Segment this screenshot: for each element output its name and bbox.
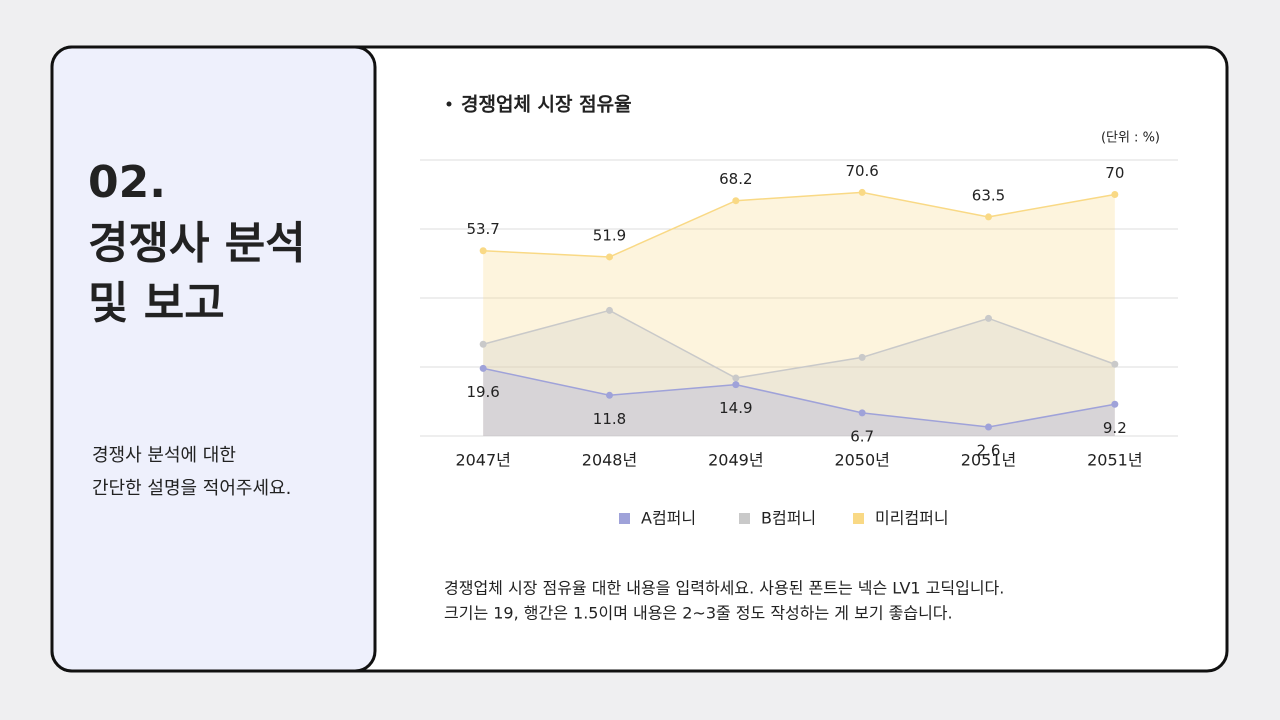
data-point [732,197,740,205]
legend-swatch [739,513,750,524]
x-tick-label: 2049년 [708,451,763,470]
data-label: 6.7 [850,427,874,445]
body-text: 크기는 19, 행간은 1.5이며 내용은 2~3줄 정도 작성하는 게 보기 … [444,604,953,623]
description: 경쟁사 분석에 대한 [92,445,236,466]
series-line [482,309,1116,379]
data-label: 70.6 [845,162,878,180]
data-point [606,391,613,399]
data-point [985,213,992,221]
data-point [732,374,740,382]
data-label: 53.7 [466,220,499,238]
data-point [858,188,866,196]
legend-label: A컴퍼니 [641,509,696,528]
data-label: 19.6 [466,383,499,401]
legend-swatch [853,513,864,524]
data-point [732,381,740,389]
data-point [985,314,992,322]
data-label: 51.9 [593,226,626,244]
data-point [858,353,866,361]
data-label: 70 [1105,164,1124,182]
x-tick-label: 2048년 [582,451,637,470]
legend-label: 미리컴퍼니 [875,509,949,528]
data-point [1111,400,1119,408]
x-tick-label: 2051년 [961,451,1016,470]
chart-title: 경쟁업체 시장 점유율 [461,94,632,116]
series-line [483,191,1115,258]
series-line [483,367,1115,428]
data-point [606,306,613,314]
section-title: 및 보고 [88,278,225,329]
x-tick-label: 2050년 [834,451,889,470]
series-area [483,192,1115,436]
x-tick-label: 2051년 [1087,451,1142,470]
series-area [483,310,1115,436]
data-point [1111,191,1119,198]
data-point [985,423,992,431]
data-point [606,253,613,261]
body-text: 경쟁업체 시장 점유율 대한 내용을 입력하세요. 사용된 폰트는 넥슨 LV1… [444,579,1004,598]
section-title: 경쟁사 분석 [88,218,306,269]
data-label: 9.2 [1103,419,1127,437]
data-label: 63.5 [972,186,1005,204]
legend-swatch [619,513,630,524]
data-point [1111,360,1119,368]
x-tick-label: 2047년 [455,451,510,470]
data-label: 14.9 [719,399,752,417]
description: 간단한 설명을 적어주세요. [92,478,291,499]
legend-label: B컴퍼니 [761,509,816,528]
data-point [479,247,487,255]
data-point [479,340,487,348]
data-point [858,409,866,417]
title-bullet [446,101,452,107]
side-panel [50,45,377,673]
section-number: 02. [88,157,166,208]
unit-label: (단위 : %) [1101,131,1160,146]
data-point [479,364,487,372]
data-label: 2.6 [977,442,1001,460]
data-label: 11.8 [593,410,626,428]
series-area [483,368,1115,436]
data-label: 68.2 [719,170,752,188]
